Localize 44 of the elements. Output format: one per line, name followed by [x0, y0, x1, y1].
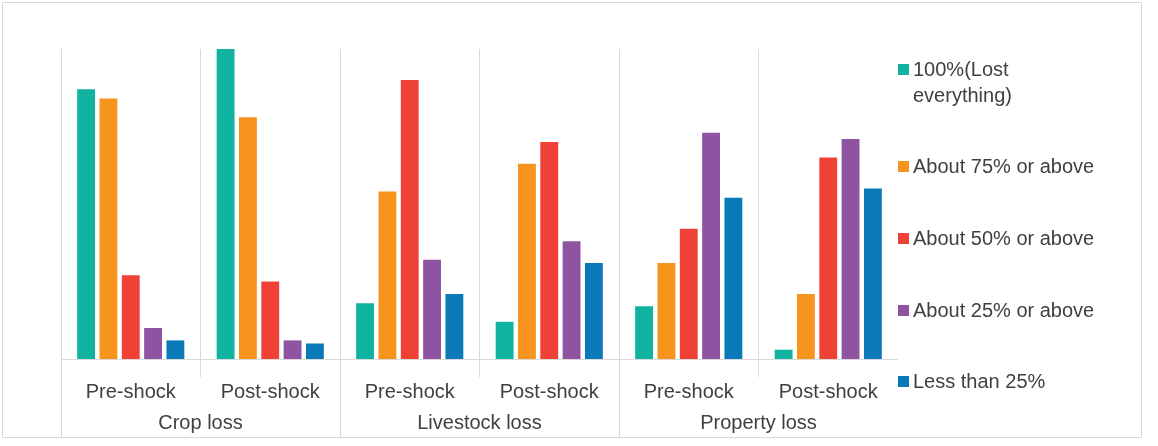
legend-label: About 75% or above — [913, 154, 1095, 180]
bar — [239, 117, 257, 359]
bar — [216, 49, 235, 359]
bar — [518, 163, 536, 359]
x-tick-label: Pre-shock — [85, 379, 177, 402]
bar — [121, 275, 140, 359]
bar — [400, 80, 419, 359]
bar — [495, 321, 514, 359]
text: Property loss — [700, 410, 817, 433]
bar — [166, 340, 185, 359]
bar — [378, 191, 397, 359]
bar — [635, 306, 654, 359]
x-tick-label: Post-shock — [778, 379, 879, 402]
text: Crop loss — [158, 410, 243, 433]
x-tick-label: Pre-shock — [643, 379, 735, 402]
bar — [77, 89, 96, 359]
bar — [584, 262, 603, 359]
legend-label: About 50% or above — [913, 226, 1095, 251]
bar — [144, 328, 162, 359]
bar — [724, 197, 743, 359]
bar — [261, 281, 280, 359]
bar — [819, 157, 838, 359]
bar — [540, 142, 559, 359]
bar — [863, 188, 882, 359]
bar — [445, 293, 464, 359]
legend-label: 100%(Lost everything) — [913, 56, 1013, 108]
x-tick-label: Post-shock — [220, 379, 321, 402]
bar — [841, 138, 860, 359]
text: Livestock loss — [417, 410, 542, 433]
bar — [679, 228, 698, 359]
bar — [99, 98, 118, 359]
x-tick-label: Pre-shock — [364, 379, 456, 402]
bar — [774, 349, 793, 359]
bar — [797, 293, 815, 359]
bar — [562, 241, 581, 359]
legend-label: About 25% or above — [913, 297, 1095, 323]
bar — [657, 262, 676, 359]
bar — [423, 259, 441, 359]
bar — [283, 340, 302, 359]
bar — [702, 132, 720, 359]
bar — [305, 343, 324, 359]
legend-label: Less than 25% — [913, 369, 1046, 395]
x-tick-label: Post-shock — [499, 379, 600, 402]
bar — [356, 303, 375, 359]
